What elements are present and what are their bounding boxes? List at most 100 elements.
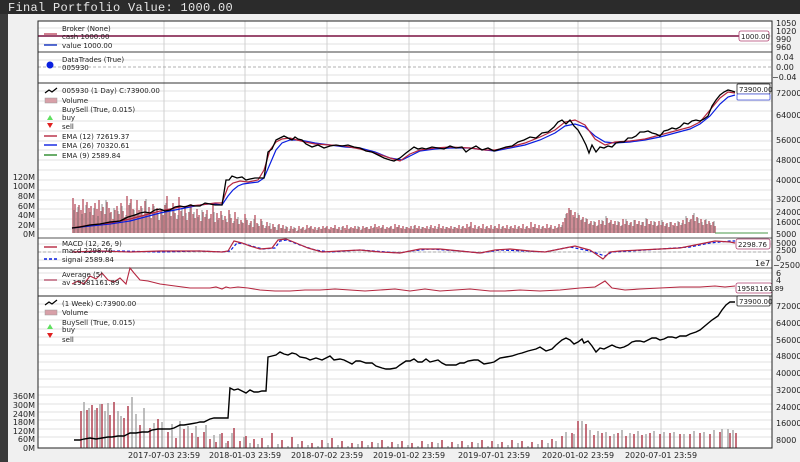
average-panel: 19581161.89 Average (5) av 19581161.89 [44,266,784,294]
ytick: 0M [23,230,35,239]
broker-legend-cash: cash 1000.00 [62,33,109,41]
buy-triangle-icon [47,115,53,120]
weekly-price-line [74,301,735,441]
ema-value-tags [736,93,771,101]
ytick: 360M [13,392,35,401]
ytick: 72000 [776,302,800,311]
weekly-legend-volume: Volume [62,309,88,317]
ytick: 80M [18,192,35,201]
datatrades-panel: DataTrades (True) 005930 [38,56,772,72]
daily-price-line [71,89,736,229]
ytick: 56000 [776,136,800,145]
ytick: 4 [776,276,781,285]
price-line-icon [44,299,58,306]
ytick: 1050 [776,19,796,28]
ytick: 180M [13,418,35,427]
daily-close-tag-text: 73900.00 [739,86,772,94]
ytick: 40M [18,211,35,220]
daily-legend-ema9: EMA (9) 2589.84 [62,152,121,160]
panel-backgrounds [38,21,772,448]
weekly-legend: (1 Week) C:73900.00 Volume BuySell (True… [44,299,136,344]
ytick: 40000 [776,369,800,378]
macd-legend-signal: signal 2589.84 [62,256,114,264]
ytick: 32000 [776,195,800,204]
sell-triangle-icon [47,333,53,338]
ytick: −0.04 [772,73,797,82]
window-titlebar: Final Portfolio Value: 1000.00 [0,0,800,15]
volume-legend-icon [44,97,58,104]
ytick: 5000 [776,230,796,239]
ytick: 48000 [776,156,800,165]
xtick: 2019-07-01 23:59 [458,451,530,460]
broker-legend-value: value 1000.00 [62,42,112,50]
ytick: 64000 [776,319,800,328]
weekly-close-tag-text: 73900.00 [739,298,772,306]
ytick: 8000 [776,436,796,445]
ytick: 0.00 [776,63,794,72]
ytick: 56000 [776,336,800,345]
buy-triangle-icon [47,324,53,329]
price-line-icon [44,87,58,94]
axes-frame [37,20,773,449]
average-legend-title: Average (5) [62,271,103,279]
right-axis-labels: 1050 1020 990 960 0.04 0.00 −0.04 72000 … [755,19,800,445]
macd-line [71,238,736,260]
chart-figure: 1000.00 Broker (None) cash 1000.00 value… [13,19,800,460]
left-volume-axis-labels: 120M 100M 80M 60M 40M 20M 0M 360M 300M 2… [13,173,35,453]
ytick: 60M [18,435,35,444]
daily-legend-buy: buy [62,114,75,122]
daily-legend-ema26: EMA (26) 70320.61 [62,142,129,150]
ytick: 24000 [776,403,800,412]
xtick: 2018-07-02 23:59 [291,451,363,460]
horizontal-gridlines [38,27,772,438]
datatrades-legend-title: DataTrades (True) [62,56,124,64]
macd-value-tag-text: 2298.76 [738,241,767,249]
ytick: 60M [18,202,35,211]
xtick: 2018-01-03 23:59 [209,451,281,460]
daily-legend: 005930 (1 Day) C:73900.00 Volume BuySell… [44,87,160,160]
macd-legend-macd: macd 2298.76 [62,247,113,255]
ytick: 300M [13,401,35,410]
weekly-price-panel: 73900.00 (1 Week) C:73900.00 Volume BuyS… [44,295,772,448]
ytick: 120M [13,173,35,182]
broker-value-tag-text: 1000.00 [741,33,770,41]
weekly-close-tag [736,295,771,307]
broker-value-tag [738,30,770,42]
axis-offset-label: 1e7 [755,259,770,268]
daily-volume-bars [72,196,716,233]
datatrades-legend-data: 005930 [62,64,89,72]
ytick: 40000 [776,176,800,185]
ytick: 5000 [776,239,796,248]
ytick: 0M [23,444,35,453]
ytick: 240M [13,410,35,419]
ytick: 32000 [776,386,800,395]
ytick: 990 [776,35,791,44]
macd-panel: 2298.76 MACD (12, 26, 9) macd 2298.76 si… [38,238,772,264]
daily-legend-ema12: EMA (12) 72619.37 [62,133,129,141]
volume-legend-icon [44,309,58,316]
datatrades-legend-dot [46,61,54,69]
ytick: 20M [18,221,35,230]
ytick: 6 [776,269,781,278]
average-line [71,266,736,292]
broker-panel: 1000.00 Broker (None) cash 1000.00 value… [38,25,770,50]
daily-legend-data: 005930 (1 Day) C:73900.00 [62,87,160,95]
macd-signal-line [71,239,735,257]
x-axis-labels: 2017-07-03 23:59 2018-01-03 23:59 2018-0… [128,451,697,460]
daily-legend-buysell: BuySell (True, 0.015) [62,106,135,114]
ytick: −2500 [773,261,800,270]
ytick: 16000 [776,218,800,227]
ytick: 960 [776,43,791,52]
ytick: 48000 [776,352,800,361]
ytick: 72000 [776,89,800,98]
xtick: 2017-07-03 23:59 [128,451,200,460]
macd-legend-title: MACD (12, 26, 9) [62,240,122,248]
weekly-legend-buysell: BuySell (True, 0.015) [62,319,135,327]
xtick: 2019-01-02 23:59 [373,451,445,460]
ytick: 100M [13,182,35,191]
daily-legend-volume: Volume [62,97,88,105]
weekly-volume-bars [80,397,737,448]
vertical-gridlines [163,21,662,448]
window-title: Final Portfolio Value: 1000.00 [8,1,234,15]
daily-legend-sell: sell [62,123,74,131]
